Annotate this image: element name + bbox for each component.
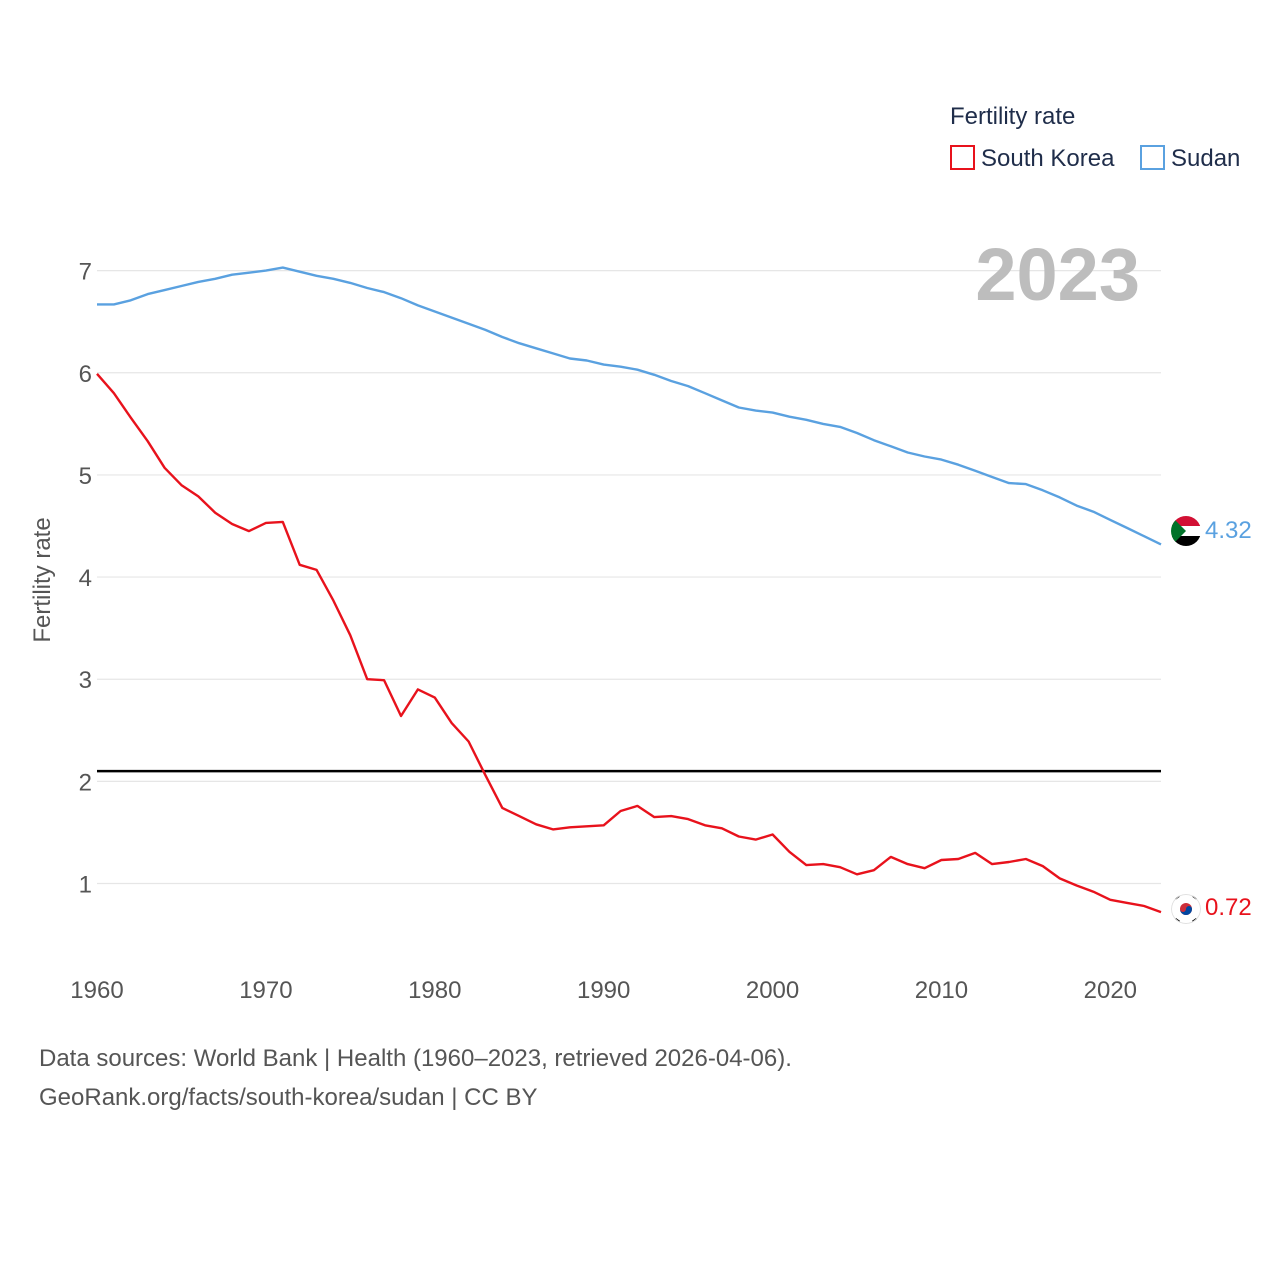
y-axis: 1 2 3 4 5 6 7: [79, 259, 92, 899]
y-tick-label-1: 1: [79, 872, 92, 899]
legend: Fertility rate South Korea Sudan: [950, 103, 1240, 172]
series-line-south-korea[interactable]: [96, 373, 1162, 914]
fertility-rate-chart: 1 2 3 4 5 6 7 1960 1970 1980 1990 2000 2010 2020 Fer…: [29, 103, 1252, 1004]
x-tick-label-1970: 1970: [239, 977, 292, 1004]
y-tick-label-4: 4: [79, 565, 92, 592]
y-tick-label-7: 7: [79, 259, 92, 286]
x-tick-label-1960: 1960: [70, 977, 123, 1004]
x-axis: 1960 1970 1980 1990 2000 2010 2020: [70, 977, 1137, 1004]
series-lines: [96, 266, 1162, 914]
y-tick-label-6: 6: [79, 361, 92, 388]
end-value-label-sudan: 4.32: [1205, 517, 1252, 544]
y-axis-title: Fertility rate: [29, 517, 56, 642]
sudan-flag-icon: [1171, 516, 1201, 546]
legend-title: Fertility rate: [950, 103, 1075, 130]
south-korea-flag-icon: [1171, 894, 1201, 924]
end-value-label-south-korea: 0.72: [1205, 894, 1252, 921]
x-tick-label-1980: 1980: [408, 977, 461, 1004]
series-line-sudan[interactable]: [97, 266, 1162, 546]
y-tick-label-5: 5: [79, 463, 92, 490]
gridlines: [97, 270, 1161, 885]
y-tick-label-3: 3: [79, 667, 92, 694]
legend-label-south-korea[interactable]: South Korea: [981, 145, 1115, 172]
x-tick-label-2000: 2000: [746, 977, 799, 1004]
attribution-link[interactable]: GeoRank.org/facts/south-korea/sudan | CC…: [39, 1084, 538, 1111]
legend-swatch-south-korea[interactable]: [950, 145, 975, 170]
y-tick-label-2: 2: [79, 769, 92, 796]
x-tick-label-2010: 2010: [915, 977, 968, 1004]
legend-swatch-sudan[interactable]: [1140, 145, 1165, 170]
year-label: 2023: [975, 233, 1140, 316]
x-tick-label-1990: 1990: [577, 977, 630, 1004]
data-sources-note: Data sources: World Bank | Health (1960–…: [39, 1045, 792, 1072]
x-tick-label-2020: 2020: [1084, 977, 1137, 1004]
legend-label-sudan[interactable]: Sudan: [1171, 145, 1240, 172]
